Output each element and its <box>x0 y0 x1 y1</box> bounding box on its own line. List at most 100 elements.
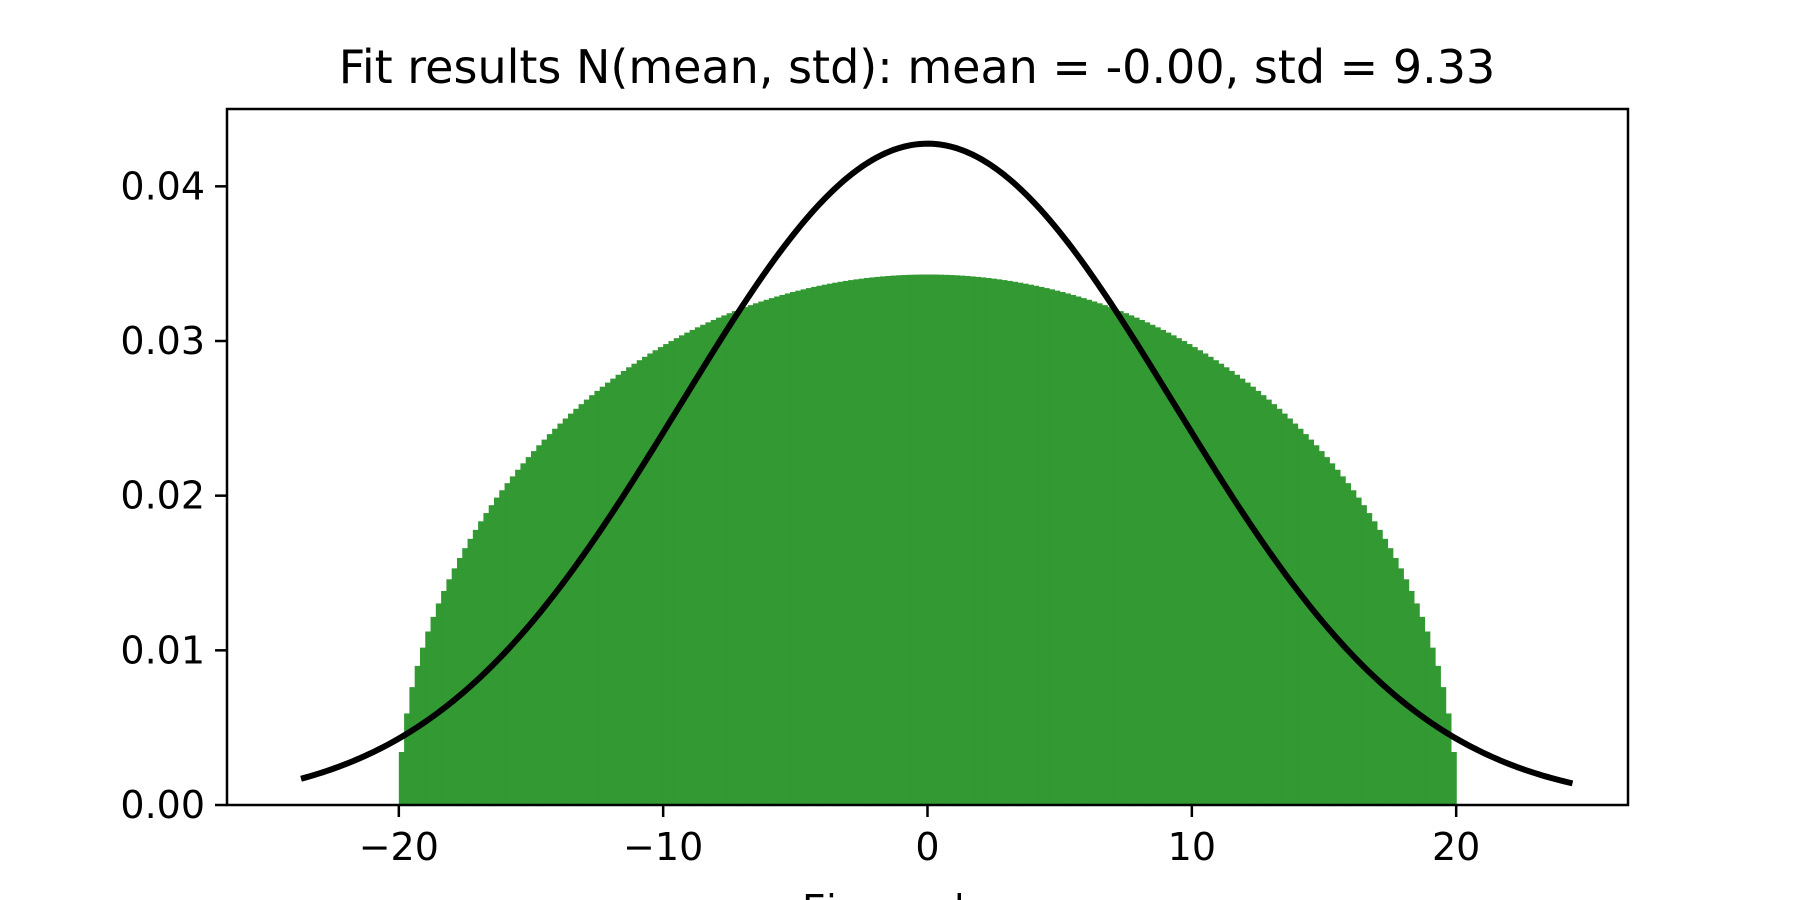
histogram-bar <box>1091 301 1098 805</box>
histogram-bar <box>700 324 707 805</box>
histogram-bar <box>1001 280 1008 805</box>
histogram-bar <box>605 382 611 805</box>
histogram-bar <box>848 280 855 805</box>
histogram-bar <box>874 276 881 805</box>
x-tick-label: −10 <box>623 825 703 869</box>
histogram-bar <box>536 445 543 805</box>
histogram-bar <box>737 309 744 805</box>
histogram-bar <box>1281 413 1288 805</box>
histogram-bar <box>763 299 770 805</box>
histogram-bar <box>1239 378 1246 805</box>
histogram-bar <box>493 497 500 805</box>
histogram-bar <box>1006 280 1013 805</box>
histogram-bar <box>1027 284 1034 805</box>
histogram-bar <box>499 490 506 805</box>
x-tick-label: 0 <box>915 825 939 869</box>
histogram-bar <box>906 274 913 805</box>
histogram-bar <box>1059 292 1066 805</box>
histogram-bar <box>483 513 490 805</box>
histogram-bar <box>446 579 453 805</box>
plot-area <box>225 107 1630 807</box>
histogram-bar <box>716 317 722 805</box>
histogram-bar <box>1154 327 1161 805</box>
x-axis-label: Eigenvalues <box>802 887 1032 900</box>
x-axis: −20 −10 0 10 20 <box>359 805 1480 869</box>
histogram-bar <box>827 283 833 806</box>
histogram-bar <box>832 282 839 805</box>
histogram-bar <box>552 428 559 805</box>
histogram-bar <box>1276 408 1283 805</box>
histogram-bar <box>779 294 786 805</box>
histogram-bar <box>1403 579 1410 805</box>
histogram-bar <box>1149 324 1156 805</box>
histogram-bar <box>980 277 987 805</box>
histogram-bar <box>1218 363 1225 805</box>
histogram-bar <box>1371 521 1378 805</box>
histogram-bar <box>816 285 823 805</box>
histogram-bar <box>689 329 696 805</box>
histogram-bar <box>1413 603 1420 805</box>
histogram-bar <box>562 418 569 805</box>
histogram-bar <box>726 313 733 805</box>
histogram-bar <box>472 529 479 805</box>
histogram-bar <box>626 367 633 805</box>
histogram-bar <box>742 307 749 805</box>
histogram-bar <box>1049 289 1055 805</box>
histogram-bar <box>541 439 548 805</box>
histogram-bar <box>1123 313 1129 805</box>
histogram-bar <box>1181 341 1188 805</box>
chart-title: Fit results N(mean, std): mean = -0.00, … <box>339 40 1496 94</box>
histogram-bar <box>1345 483 1352 805</box>
histogram-bar <box>409 687 416 805</box>
histogram-bar <box>842 280 849 805</box>
histogram-bar <box>1075 296 1082 805</box>
histogram-bar <box>768 298 775 805</box>
histogram-bar <box>1440 687 1447 805</box>
histogram-bar <box>1260 395 1267 805</box>
histogram-bar <box>858 278 865 805</box>
histogram-bar <box>990 278 997 805</box>
histogram-bar <box>652 350 659 805</box>
histogram-bar <box>811 286 818 805</box>
histogram-bar <box>1080 298 1087 805</box>
histogram-bar <box>800 289 807 805</box>
histogram-bar <box>753 303 759 805</box>
histogram-bar <box>948 275 955 805</box>
histogram-bar <box>710 319 717 805</box>
histogram-bar <box>1308 439 1315 805</box>
histogram-bar <box>1398 568 1404 805</box>
histogram-bar <box>805 288 812 805</box>
histogram-bar <box>1313 445 1320 805</box>
histogram-bar <box>567 413 574 805</box>
histogram-bar <box>975 276 981 805</box>
histogram-bar <box>885 275 892 805</box>
histogram-bar <box>943 274 950 805</box>
histogram-bar <box>784 293 791 805</box>
histogram-bar <box>1064 293 1071 805</box>
histogram-bar <box>864 278 870 806</box>
histogram-bar <box>478 521 485 805</box>
histogram-bar <box>927 274 934 805</box>
histogram-bar <box>1070 294 1077 805</box>
histogram-bar <box>895 275 902 805</box>
histogram-bar <box>1197 350 1204 805</box>
x-tick-label: 10 <box>1168 825 1216 869</box>
histogram-bar <box>631 363 638 805</box>
histogram-bar <box>1382 538 1389 805</box>
y-tick-label: 0.01 <box>120 628 205 672</box>
histogram-bar <box>1450 752 1457 805</box>
histogram-bar <box>1054 290 1061 806</box>
histogram-bar <box>1366 513 1373 805</box>
histogram-bar <box>462 548 469 805</box>
histogram-bar <box>1297 428 1304 805</box>
histogram-bar <box>573 408 580 805</box>
histogram-bar <box>959 275 966 805</box>
histogram-bar <box>1287 418 1293 805</box>
histogram-bar <box>1117 311 1124 805</box>
histogram-bar <box>1212 360 1219 805</box>
histogram-bar <box>657 347 664 805</box>
histogram-bar <box>525 457 532 805</box>
histogram-bar <box>1144 322 1151 805</box>
histogram-bar <box>441 590 448 805</box>
histogram-bar <box>901 275 907 805</box>
